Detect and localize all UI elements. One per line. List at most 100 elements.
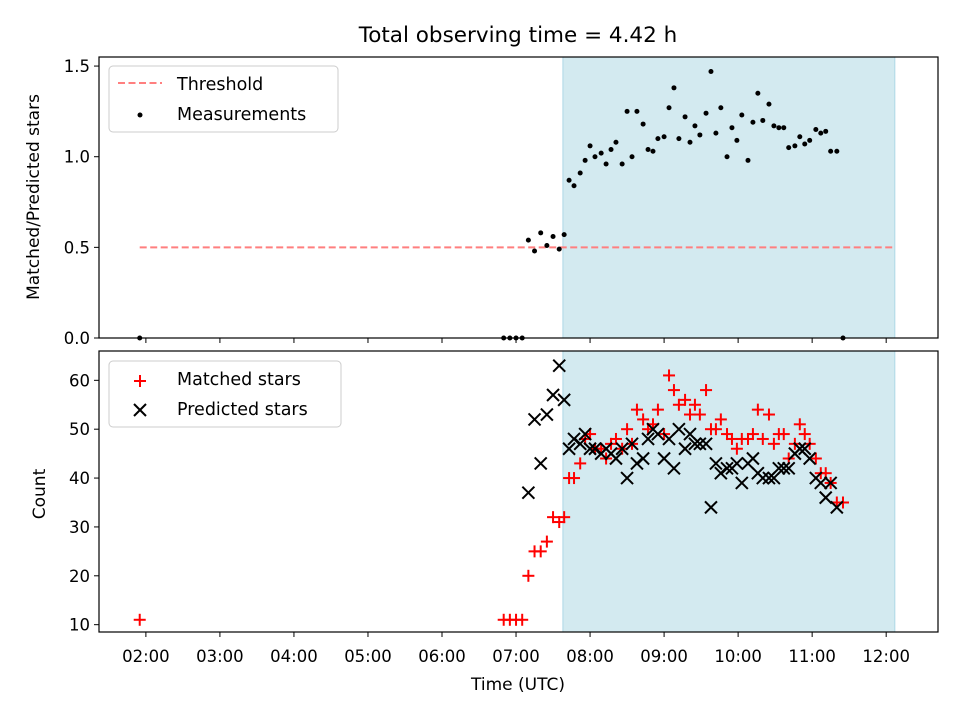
ratio-panel-frame	[98, 56, 939, 339]
x-tick-label: 03:00	[196, 647, 244, 666]
measurement-point	[692, 123, 698, 129]
measurement-point	[766, 101, 772, 107]
measurement-point	[776, 125, 782, 131]
predicted-star-point	[678, 442, 692, 456]
measurement-point	[807, 137, 813, 143]
legend-matched-label: Matched stars	[177, 370, 301, 390]
predicted-star-point	[735, 476, 749, 490]
count-y-tick-label: 10	[69, 616, 90, 635]
count-panel-frame	[98, 350, 939, 633]
measurement-point	[550, 233, 556, 239]
ratio-y-tick-label: 0.5	[64, 238, 90, 257]
predicted-star-point	[636, 451, 650, 466]
predicted-star-point	[651, 427, 665, 441]
measurement-point	[613, 139, 619, 145]
predicted-star-point	[720, 461, 734, 475]
measurement-point	[538, 230, 544, 236]
measurement-point	[532, 248, 538, 254]
measurement-point	[786, 145, 792, 151]
predicted-star-point	[830, 500, 844, 515]
measurement-point	[724, 154, 730, 160]
measurement-point	[734, 137, 740, 143]
x-tick-label: 06:00	[418, 647, 466, 666]
ratio-panel: 0.0 0.5 1.0 1.5 Matched/Predicted stars Thr…	[24, 56, 939, 348]
measurement-point	[713, 130, 719, 136]
matched-star-point	[574, 457, 587, 470]
legend-threshold-label: Threshold	[176, 75, 263, 95]
matched-star-point	[568, 472, 581, 485]
predicted-star-point	[777, 461, 791, 475]
matched-star-point	[793, 418, 806, 431]
predicted-star-point	[699, 437, 713, 451]
measurement-point	[760, 117, 766, 123]
x-tick-label: 04:00	[270, 647, 318, 666]
count-y-tick-label: 60	[69, 371, 90, 390]
count-legend-box	[108, 360, 342, 428]
measurement-point	[629, 154, 635, 160]
measurement-point	[834, 148, 840, 154]
matched-star-point	[667, 384, 680, 397]
predicted-star-point	[802, 451, 817, 466]
ratio-y-axis-label: Matched/Predicted stars	[24, 94, 44, 300]
matched-star-point	[746, 428, 759, 441]
legend-predicted-label: Predicted stars	[177, 400, 308, 420]
matched-star-point	[700, 384, 713, 397]
predicted-star-point	[772, 461, 786, 475]
measurement-point	[797, 134, 803, 140]
matched-star-point	[630, 403, 643, 416]
predicted-star-point	[578, 427, 592, 441]
matched-star-point	[767, 437, 780, 450]
legend-measurement-marker	[137, 112, 143, 118]
matched-star-point	[558, 511, 571, 524]
matched-star-point	[679, 393, 692, 406]
measurement-point	[687, 139, 693, 145]
measurement-point	[718, 105, 724, 111]
matched-star-point	[714, 413, 727, 426]
measurement-point	[544, 243, 550, 249]
predicted-star-point	[709, 456, 723, 471]
matched-star-point	[756, 432, 769, 445]
x-tick-label: 12:00	[862, 647, 910, 666]
measurement-point	[556, 246, 562, 252]
predicted-star-point	[615, 442, 629, 456]
matched-star-point	[540, 535, 553, 548]
measurement-point	[729, 125, 735, 131]
predicted-star-point	[672, 422, 686, 436]
observing-window-span-bottom	[562, 350, 896, 633]
predicted-star-point	[583, 442, 597, 456]
measurement-point	[650, 148, 656, 154]
matched-star-point	[762, 408, 775, 421]
matched-star-point	[522, 569, 535, 582]
measurement-point	[619, 161, 625, 167]
measurement-point	[624, 108, 630, 114]
measurement-point	[582, 157, 588, 163]
x-tick-label: 10:00	[714, 647, 762, 666]
predicted-star-point	[641, 432, 655, 446]
measurement-point	[598, 150, 604, 156]
predicted-star-point	[552, 358, 566, 373]
measurement-point	[666, 105, 672, 111]
x-tick-label: 08:00	[566, 647, 614, 666]
predicted-star-point	[625, 437, 639, 451]
measurement-point	[640, 121, 646, 127]
matched-star-point	[777, 428, 790, 441]
predicted-star-point	[756, 471, 770, 485]
matched-star-point	[637, 413, 650, 426]
legend-measurements-label: Measurements	[177, 105, 306, 125]
measurement-point	[676, 136, 682, 142]
matched-star-point	[730, 442, 743, 455]
measurement-point	[592, 154, 598, 160]
measurement-point	[739, 112, 745, 118]
matched-star-point	[516, 613, 529, 626]
matched-star-point	[663, 369, 676, 382]
measurement-point	[566, 177, 572, 183]
measurement-point	[771, 123, 777, 129]
predicted-star-point	[620, 471, 634, 485]
predicted-star-point	[540, 407, 554, 422]
predicted-star-point	[527, 412, 542, 427]
legend-predicted-marker	[133, 403, 147, 417]
predicted-star-point	[557, 393, 571, 407]
measurement-point	[645, 146, 651, 152]
measurement-point	[708, 69, 714, 75]
